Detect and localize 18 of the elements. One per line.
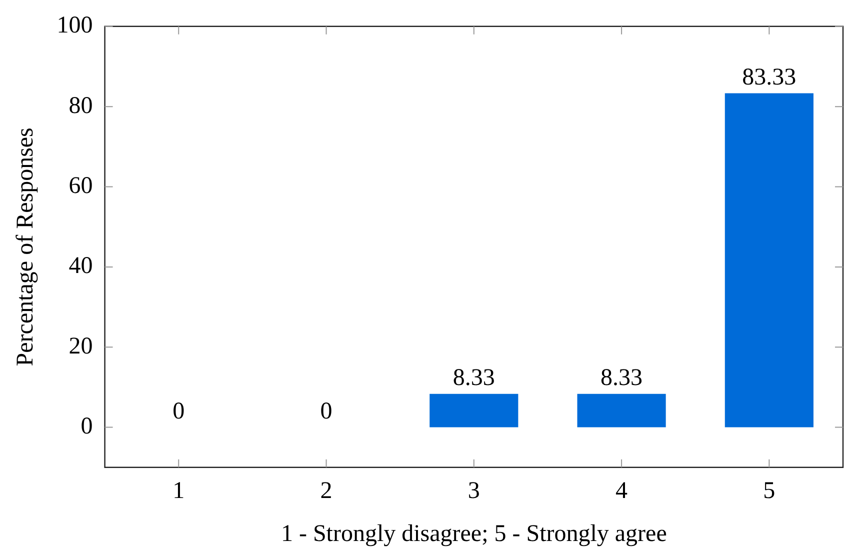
y-tick-label: 60 bbox=[68, 173, 93, 200]
x-axis-title: 1 - Strongly disagree; 5 - Strongly agree bbox=[280, 520, 667, 547]
x-tick-label: 2 bbox=[320, 478, 332, 504]
y-tick-label: 40 bbox=[68, 253, 93, 280]
y-axis-title: Percentage of Responses bbox=[12, 128, 39, 366]
y-tick-label: 80 bbox=[68, 92, 93, 119]
x-tick-label: 4 bbox=[616, 478, 628, 504]
x-tick-label: 3 bbox=[468, 478, 480, 504]
data-label: 0 bbox=[320, 398, 332, 425]
data-label: 83.33 bbox=[742, 64, 796, 91]
x-tick-label: 1 bbox=[172, 478, 185, 504]
x-tick-label: 5 bbox=[763, 478, 776, 504]
data-label: 8.33 bbox=[600, 365, 643, 392]
data-label: 0 bbox=[172, 398, 185, 425]
y-tick-label: 0 bbox=[80, 414, 93, 440]
y-tick-label: 20 bbox=[68, 333, 93, 360]
data-label: 8.33 bbox=[452, 365, 495, 392]
y-tick-label: 100 bbox=[56, 12, 93, 39]
